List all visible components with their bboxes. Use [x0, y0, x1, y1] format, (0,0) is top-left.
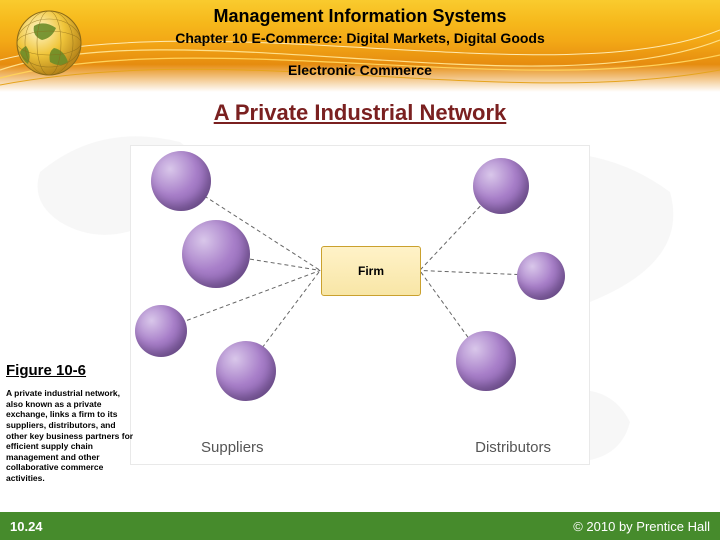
suppliers-label: Suppliers — [201, 439, 264, 456]
footer-bar: 10.24 © 2010 by Prentice Hall — [0, 512, 720, 540]
node-s2 — [182, 220, 250, 288]
header-banner: Management Information Systems Chapter 1… — [0, 0, 720, 92]
book-title: Management Information Systems — [0, 6, 720, 27]
section-title: Electronic Commerce — [0, 62, 720, 78]
node-s1 — [151, 151, 211, 211]
firm-node: Firm — [321, 246, 421, 296]
network-diagram: Firm Suppliers Distributors — [130, 145, 590, 465]
node-s3 — [135, 305, 187, 357]
copyright-text: © 2010 by Prentice Hall — [573, 519, 710, 534]
page-number: 10.24 — [10, 519, 43, 534]
node-s4 — [216, 341, 276, 401]
distributors-label: Distributors — [475, 439, 551, 456]
node-d2 — [517, 252, 565, 300]
figure-caption: A private industrial network, also known… — [6, 388, 136, 484]
chapter-title: Chapter 10 E-Commerce: Digital Markets, … — [0, 30, 720, 46]
figure-label: Figure 10-6 — [6, 362, 86, 379]
firm-label: Firm — [358, 264, 384, 278]
node-d1 — [473, 158, 529, 214]
node-d3 — [456, 331, 516, 391]
